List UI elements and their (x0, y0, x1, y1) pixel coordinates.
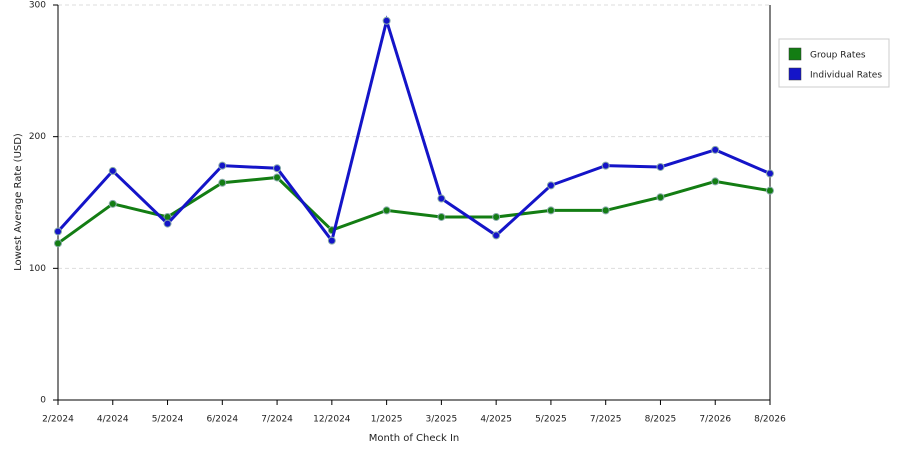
x-axis-label: Month of Check In (369, 433, 460, 444)
x-tick-label: 4/2024 (97, 415, 129, 425)
point (711, 145, 720, 154)
point (218, 178, 227, 187)
point (766, 169, 774, 178)
x-tick-label: 7/2026 (699, 415, 731, 425)
y-tick-label: 200 (29, 132, 46, 142)
point (546, 206, 555, 215)
legend-label: Individual Rates (810, 71, 882, 81)
x-tick-label: 7/2024 (261, 415, 293, 425)
point (218, 161, 227, 170)
y-tick-label: 0 (40, 396, 46, 406)
legend-swatch (788, 67, 802, 81)
x-tick-label: 1/2025 (371, 415, 403, 425)
point (656, 193, 665, 202)
series-line (56, 15, 771, 245)
point (108, 166, 117, 175)
point (327, 236, 336, 245)
x-tick-label: 12/2024 (313, 415, 351, 425)
y-tick-label: 100 (29, 264, 46, 274)
y-axis-label: Lowest Average Rate (USD) (13, 133, 24, 271)
point (437, 194, 446, 203)
point (601, 206, 610, 215)
point (711, 177, 720, 186)
point (656, 162, 665, 171)
point (382, 206, 391, 215)
x-tick-label: 5/2024 (152, 415, 184, 425)
point (492, 212, 501, 221)
point (546, 181, 555, 190)
point (108, 199, 117, 208)
x-tick-label: 5/2025 (535, 415, 567, 425)
point (163, 219, 172, 228)
point (54, 239, 62, 248)
x-tick-label: 2/2024 (42, 415, 74, 425)
x-tick-label: 7/2025 (590, 415, 622, 425)
x-tick-label: 4/2025 (480, 415, 512, 425)
series-line (57, 175, 771, 245)
point (273, 173, 282, 182)
point (382, 16, 391, 25)
point (492, 231, 501, 240)
x-tick-label: 8/2025 (645, 415, 677, 425)
point (766, 186, 774, 195)
point (437, 212, 446, 221)
x-tick-label: 6/2024 (206, 415, 238, 425)
x-tick-label: 3/2025 (426, 415, 458, 425)
point (601, 161, 610, 170)
legend-swatch (788, 47, 802, 61)
legend-label: Group Rates (810, 51, 866, 61)
y-tick-label: 300 (29, 1, 46, 11)
point (54, 227, 62, 236)
x-tick-label: 8/2026 (754, 415, 786, 425)
point (273, 164, 282, 173)
